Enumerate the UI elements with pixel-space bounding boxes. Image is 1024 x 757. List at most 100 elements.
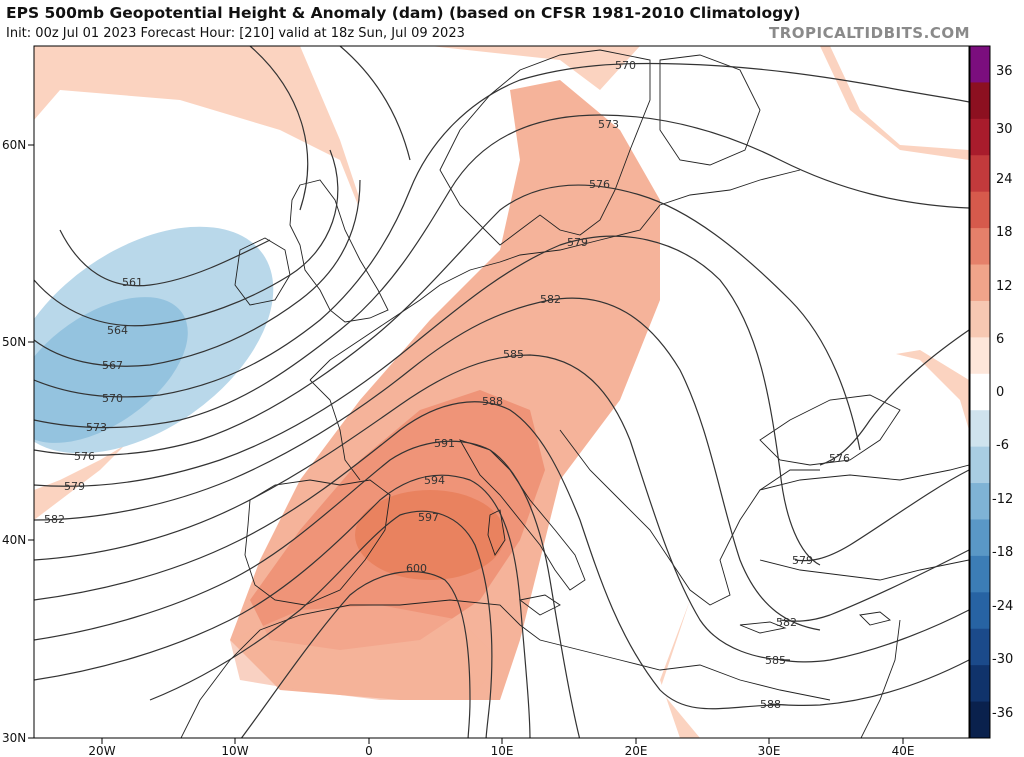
contour-label: 582 xyxy=(44,513,65,526)
contour-label: 582 xyxy=(540,293,561,306)
lon-label: 10W xyxy=(221,744,248,757)
coast-cyprus xyxy=(859,611,891,626)
colorbar-label: -6 xyxy=(996,438,1009,453)
contour-label: 576 xyxy=(74,450,95,463)
colorbar-label: -12 xyxy=(992,492,1013,507)
contour-label: 597 xyxy=(418,511,439,524)
anomaly-positive-peak xyxy=(355,490,505,580)
contour-594 xyxy=(34,474,531,738)
contour-label: 573 xyxy=(86,421,107,434)
anomaly-shading xyxy=(34,46,969,738)
contour-label: 585 xyxy=(765,654,786,667)
lat-label: 30N xyxy=(2,731,26,745)
contour-label: 579 xyxy=(567,236,588,249)
lon-label: 20E xyxy=(625,744,648,757)
coast-turkey xyxy=(759,464,969,491)
contour-564 xyxy=(34,149,339,327)
contour-label: 591 xyxy=(434,437,455,450)
colorbar xyxy=(969,45,991,739)
lat-label: 60N xyxy=(2,138,26,152)
contour-576 xyxy=(34,184,861,456)
coast-europe-north xyxy=(309,169,801,381)
colorbar-label: 18 xyxy=(996,225,1013,240)
colorbar-label: -36 xyxy=(992,706,1013,721)
colorbar-label: 12 xyxy=(996,279,1013,294)
colorbar-frame xyxy=(969,45,991,739)
lon-label: 30E xyxy=(758,744,781,757)
watermark: TROPICALTIDBITS.COM xyxy=(769,24,970,42)
lon-label: 40E xyxy=(892,744,915,757)
lat-label: 50N xyxy=(2,335,26,349)
map-subtitle: Init: 00z Jul 01 2023 Forecast Hour: [21… xyxy=(6,26,465,41)
contour-east-585 xyxy=(779,609,969,663)
anomaly-neutral-east xyxy=(660,350,969,738)
colorbar-swatch xyxy=(970,555,990,593)
contour-label: 579 xyxy=(64,480,85,493)
colorbar-swatch xyxy=(970,337,990,375)
contour-label: 576 xyxy=(829,452,850,465)
coast-ireland xyxy=(234,237,291,306)
colorbar-swatch xyxy=(970,155,990,193)
contour-label: 594 xyxy=(424,474,445,487)
contour-label: 576 xyxy=(589,178,610,191)
contour-579 xyxy=(34,235,821,566)
contour-east-579 xyxy=(794,469,969,562)
contour-582 xyxy=(34,297,821,631)
contour-591 xyxy=(34,440,581,738)
contour-label: 588 xyxy=(760,698,781,711)
colorbar-labels: 36 30 24 18 12 6 0 -6 -12 -18 -24 -30 -3… xyxy=(992,64,1013,721)
colorbar-label: -30 xyxy=(992,652,1013,667)
colorbar-swatch xyxy=(970,191,990,229)
coast-levant xyxy=(860,619,901,738)
colorbar-swatch xyxy=(970,118,990,156)
contour-label: 573 xyxy=(598,118,619,131)
contour-label: 585 xyxy=(503,348,524,361)
coast-north-africa xyxy=(180,599,831,738)
contour-labels: 561 564 567 570 573 576 579 582 585 588 … xyxy=(44,59,850,711)
anomaly-neutral-northeast xyxy=(830,46,969,150)
latitude-axis: 60N 50N 40N 30N xyxy=(2,138,34,745)
contour-east-588 xyxy=(769,659,969,707)
contour-label: 561 xyxy=(122,276,143,289)
colorbar-label: 30 xyxy=(996,122,1013,137)
anomaly-negative-inner xyxy=(34,297,188,443)
contour-588 xyxy=(34,401,781,710)
colorbar-swatch xyxy=(970,228,990,266)
contour-label: 582 xyxy=(776,616,797,629)
coast-scandinavia xyxy=(439,49,651,246)
colorbar-label: -18 xyxy=(992,545,1013,560)
contour-label: 588 xyxy=(482,395,503,408)
coast-finland xyxy=(659,54,761,166)
colorbar-swatch xyxy=(970,373,990,411)
colorbar-swatch xyxy=(970,446,990,484)
coast-sicily xyxy=(518,594,561,616)
longitude-axis: 20W 10W 0 10E 20E 30E 40E xyxy=(88,738,914,757)
coast-turkey-south xyxy=(759,559,969,581)
colorbar-swatch xyxy=(970,46,990,83)
colorbar-label: 6 xyxy=(996,332,1004,347)
colorbar-swatch xyxy=(970,628,990,666)
colorbar-swatch xyxy=(970,665,990,703)
coast-france xyxy=(309,379,361,481)
colorbar-swatch xyxy=(970,592,990,630)
lon-label: 20W xyxy=(88,744,115,757)
lon-label: 0 xyxy=(365,744,373,757)
lat-label: 40N xyxy=(2,533,26,547)
contour-573 xyxy=(34,114,969,429)
colorbar-label: 0 xyxy=(996,385,1004,400)
colorbar-swatch xyxy=(970,82,990,120)
coast-iberia xyxy=(244,479,391,606)
contour-north-right xyxy=(339,46,411,161)
contour-label: 564 xyxy=(107,324,128,337)
contour-label: 570 xyxy=(615,59,636,72)
colorbar-swatch xyxy=(970,701,990,739)
contour-label: 570 xyxy=(102,392,123,405)
contour-east-576 xyxy=(819,329,969,466)
contour-561 xyxy=(59,229,271,287)
colorbar-swatch xyxy=(970,300,990,338)
anomaly-positive-africa xyxy=(230,605,500,700)
colorbar-swatch xyxy=(970,483,990,520)
contour-label: 600 xyxy=(406,562,427,575)
coast-black-sea xyxy=(759,394,901,466)
